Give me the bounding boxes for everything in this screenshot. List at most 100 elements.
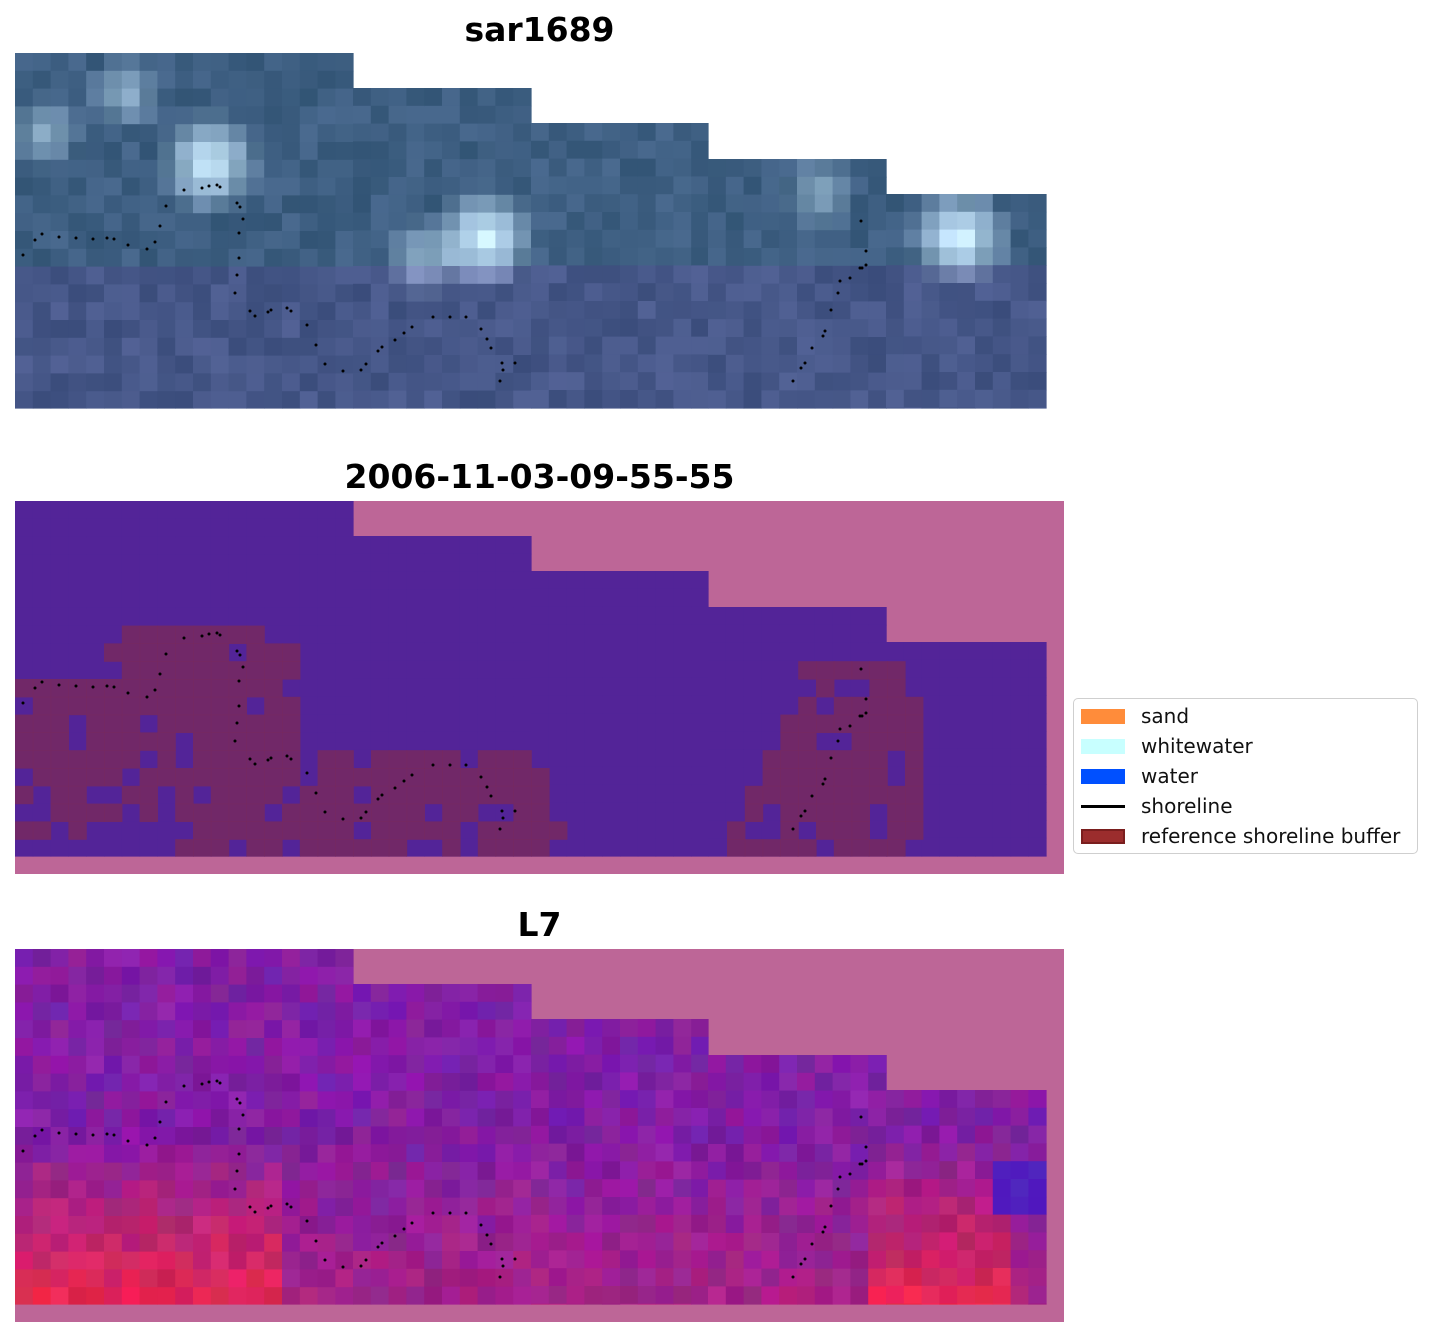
buffer-cell <box>869 732 888 751</box>
buffer-cell <box>460 785 479 805</box>
buffer-cell <box>513 750 532 769</box>
buffer-cell <box>32 750 52 769</box>
buffer-cell <box>264 821 283 840</box>
shoreline-point <box>431 315 435 319</box>
buffer-cell <box>246 750 265 769</box>
buffer-cell <box>477 785 497 805</box>
buffer-cell <box>175 679 194 698</box>
buffer-cell <box>335 785 354 805</box>
shoreline-point <box>836 291 840 295</box>
buffer-cell <box>744 839 764 857</box>
classification-panel <box>15 501 1064 874</box>
shoreline-point <box>314 343 318 347</box>
buffer-cell <box>780 750 799 769</box>
shoreline-point <box>791 1275 795 1279</box>
buffer-cell <box>317 768 336 787</box>
buffer-cell <box>816 768 835 787</box>
buffer-cell <box>887 821 906 840</box>
buffer-cell <box>388 839 408 857</box>
shoreline-point <box>498 827 502 831</box>
buffer-cell <box>193 803 212 822</box>
shoreline-point <box>380 1241 384 1245</box>
buffer-cell <box>869 696 888 716</box>
buffer-cell <box>175 785 194 805</box>
whitewater-swatch <box>1081 739 1125 754</box>
shoreline-point <box>799 1262 803 1266</box>
shoreline-point <box>145 247 149 251</box>
buffer-cell <box>335 768 354 787</box>
buffer-cell <box>442 768 461 787</box>
buffer-cell <box>353 839 372 857</box>
shoreline-point <box>153 688 157 692</box>
shoreline-point <box>289 757 293 761</box>
buffer-cell <box>869 750 888 769</box>
legend-label: shoreline <box>1141 794 1233 818</box>
buffer-cell <box>157 643 176 662</box>
shoreline-point <box>448 1211 452 1215</box>
buffer-cell <box>299 821 319 840</box>
buffer-cell <box>121 643 141 662</box>
buffer-cell <box>371 750 390 769</box>
buffer-cell <box>531 785 550 805</box>
buffer-cell <box>388 768 408 787</box>
buffer-cell <box>264 643 283 662</box>
shoreline-point <box>431 763 435 767</box>
buffer-cell <box>816 803 835 822</box>
buffer-cell <box>157 732 176 751</box>
buffer-cell <box>157 661 176 680</box>
buffer-cell <box>353 768 372 787</box>
buffer-cell <box>228 750 247 769</box>
shoreline-point <box>126 1139 130 1143</box>
shoreline-point <box>864 697 868 701</box>
shoreline-point <box>238 205 242 209</box>
buffer-cell <box>513 839 532 857</box>
shoreline-point <box>248 309 252 313</box>
buffer-cell <box>531 839 550 857</box>
shoreline-point <box>235 273 239 277</box>
buffer-cell <box>121 625 141 644</box>
shoreline-point <box>164 204 168 208</box>
shoreline-point <box>182 188 186 192</box>
buffer-cell <box>816 821 835 840</box>
shoreline-point <box>235 649 239 653</box>
buffer-cell <box>32 679 52 698</box>
shoreline-point <box>237 679 241 683</box>
shoreline-point <box>112 1133 116 1137</box>
shoreline-point <box>376 1245 380 1249</box>
buffer-cell <box>816 661 835 680</box>
buffer-cell <box>513 821 532 840</box>
shoreline-point <box>859 667 863 671</box>
buffer-cell <box>798 732 817 751</box>
buffer-cell <box>460 768 479 787</box>
buffer-cell <box>549 821 568 840</box>
shoreline-point <box>498 1275 502 1279</box>
buffer-cell <box>780 768 799 787</box>
buffer-cell <box>851 714 870 733</box>
shoreline-point <box>145 695 149 699</box>
buffer-cell <box>798 768 817 787</box>
buffer-cell <box>175 661 194 680</box>
buffer-cell <box>388 821 408 840</box>
buffer-cell <box>816 785 835 805</box>
shoreline-point <box>200 186 204 190</box>
buffer-cell <box>104 643 123 662</box>
buffer-cell <box>175 643 194 662</box>
buffer-cell <box>317 785 336 805</box>
buffer-cell <box>104 768 123 787</box>
buffer-cell <box>210 696 230 716</box>
shoreline-point <box>479 327 483 331</box>
buffer-cell <box>86 696 105 716</box>
buffer-cell <box>246 768 265 787</box>
buffer-cell <box>833 768 853 787</box>
buffer-cell <box>905 732 924 751</box>
shoreline-point <box>860 266 864 270</box>
shoreline-point <box>241 1113 245 1117</box>
buffer-cell <box>175 714 194 733</box>
buffer-cell <box>780 714 799 733</box>
shoreline-point <box>513 809 517 813</box>
buffer-cell <box>50 785 69 805</box>
shoreline-point <box>448 763 452 767</box>
buffer-cell <box>228 732 247 751</box>
buffer-cell <box>193 679 212 698</box>
buffer-cell <box>299 803 319 822</box>
